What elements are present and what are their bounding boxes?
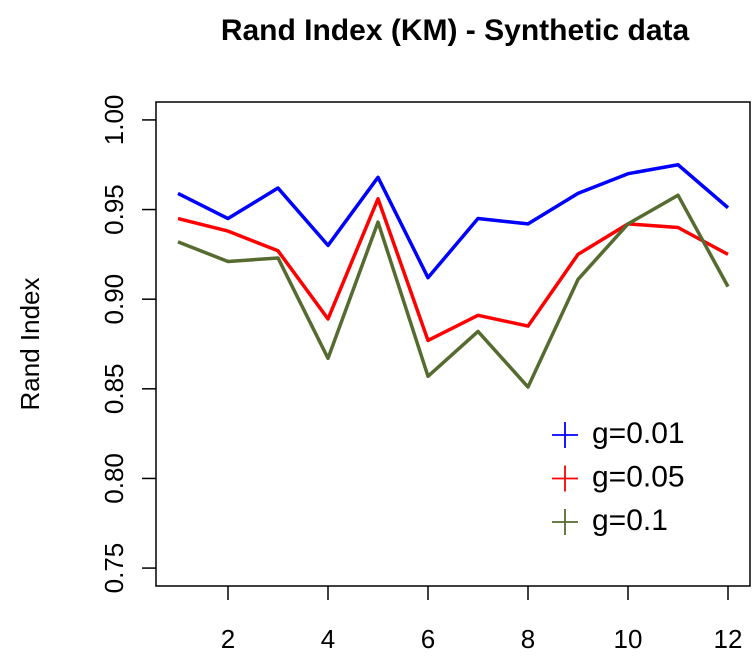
legend-marker — [552, 509, 578, 535]
y-tick-label: 0.85 — [99, 364, 129, 415]
y-tick-label: 0.80 — [99, 453, 129, 504]
legend-label: g=0.01 — [592, 417, 685, 450]
y-tick-label: 0.90 — [99, 274, 129, 325]
x-tick-label: 4 — [321, 624, 335, 654]
series-line — [177, 193, 730, 389]
x-tick-label: 10 — [614, 624, 643, 654]
x-tick-label: 12 — [714, 624, 743, 654]
series-line — [177, 162, 730, 280]
y-axis-label: Rand Index — [15, 278, 45, 411]
series-line — [177, 197, 729, 343]
x-tick-label: 6 — [421, 624, 435, 654]
plot-box — [155, 101, 751, 587]
y-tick-label: 0.75 — [99, 543, 129, 594]
legend-label: g=0.05 — [592, 460, 685, 493]
x-tick-label: 2 — [221, 624, 235, 654]
y-tick-label: 1.00 — [99, 95, 129, 146]
legend-marker — [552, 422, 578, 448]
x-tick-label: 8 — [521, 624, 535, 654]
legend-marker — [552, 465, 578, 492]
chart-title: Rand Index (KM) - Synthetic data — [221, 14, 690, 47]
y-tick-label: 0.95 — [99, 184, 129, 235]
legend-label: g=0.1 — [592, 504, 668, 537]
